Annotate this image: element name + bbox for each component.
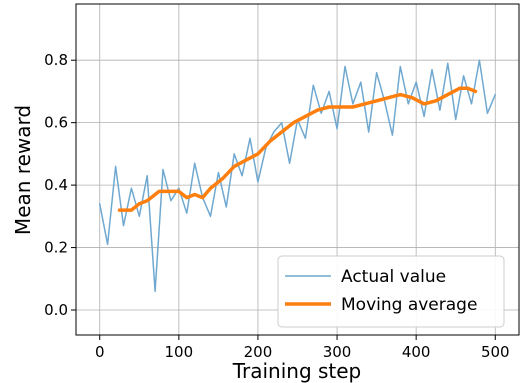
- y-tick-label: 0.6: [44, 114, 68, 132]
- y-axis-label: Mean reward: [11, 105, 35, 235]
- series-layer: [98, 59, 497, 293]
- y-tick-label: 0.8: [44, 51, 68, 69]
- series-moving-average-line: [117, 86, 478, 212]
- x-tick-label: 0: [95, 343, 105, 361]
- grid: [76, 4, 519, 335]
- y-tick-label: 0.0: [44, 301, 68, 319]
- x-tick-label: 300: [323, 343, 352, 361]
- y-tick-label: 0.4: [44, 176, 68, 194]
- ticks: 0 100 200 300 400 500 0.0 0.2 0.4 0.6 0.8: [44, 51, 509, 361]
- x-axis-label: Training step: [232, 359, 362, 383]
- legend: Actual value Moving average: [277, 255, 505, 328]
- x-tick-label: 500: [481, 343, 510, 361]
- legend-label-moving-average: Moving average: [341, 295, 477, 315]
- legend-label-actual: Actual value: [341, 267, 446, 287]
- x-tick-label: 400: [402, 343, 431, 361]
- plot-frame: [75, 3, 520, 336]
- x-tick-label: 200: [244, 343, 273, 361]
- legend-box: [277, 255, 505, 328]
- x-tick-label: 100: [165, 343, 194, 361]
- y-tick-label: 0.2: [44, 239, 68, 257]
